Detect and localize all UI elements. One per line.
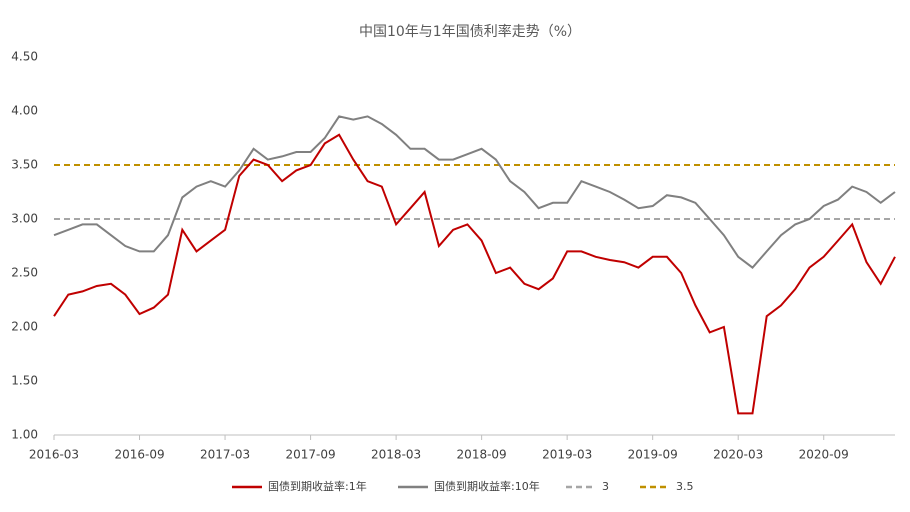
x-tick-label: 2017-03 (200, 448, 250, 462)
x-tick-label: 2020-03 (713, 448, 763, 462)
x-tick-label: 2020-09 (799, 448, 849, 462)
legend-label: 3 (602, 480, 609, 493)
x-tick-label: 2016-03 (29, 448, 79, 462)
y-tick-label: 1.00 (11, 428, 38, 442)
x-tick-label: 2019-03 (542, 448, 592, 462)
x-tick-label: 2016-09 (114, 448, 164, 462)
line-series (53, 133, 896, 415)
y-tick-label: 3.00 (11, 212, 38, 226)
y-tick-label: 1.50 (11, 374, 38, 388)
legend-label: 国债到期收益率:10年 (434, 479, 540, 493)
x-tick-label: 2019-09 (628, 448, 678, 462)
y-tick-label: 4.50 (11, 50, 38, 64)
chart-title: 中国10年与1年国债利率走势（%） (359, 23, 581, 40)
line-series (53, 115, 896, 269)
y-tick-label: 3.50 (11, 158, 38, 172)
y-tick-label: 4.00 (11, 104, 38, 118)
legend-label: 3.5 (676, 480, 694, 493)
y-tick-label: 2.00 (11, 320, 38, 334)
x-tick-label: 2018-03 (371, 448, 421, 462)
legend-label: 国债到期收益率:1年 (268, 479, 367, 493)
y-tick-label: 2.50 (11, 266, 38, 280)
x-tick-label: 2017-09 (286, 448, 336, 462)
x-tick-label: 2018-09 (457, 448, 507, 462)
